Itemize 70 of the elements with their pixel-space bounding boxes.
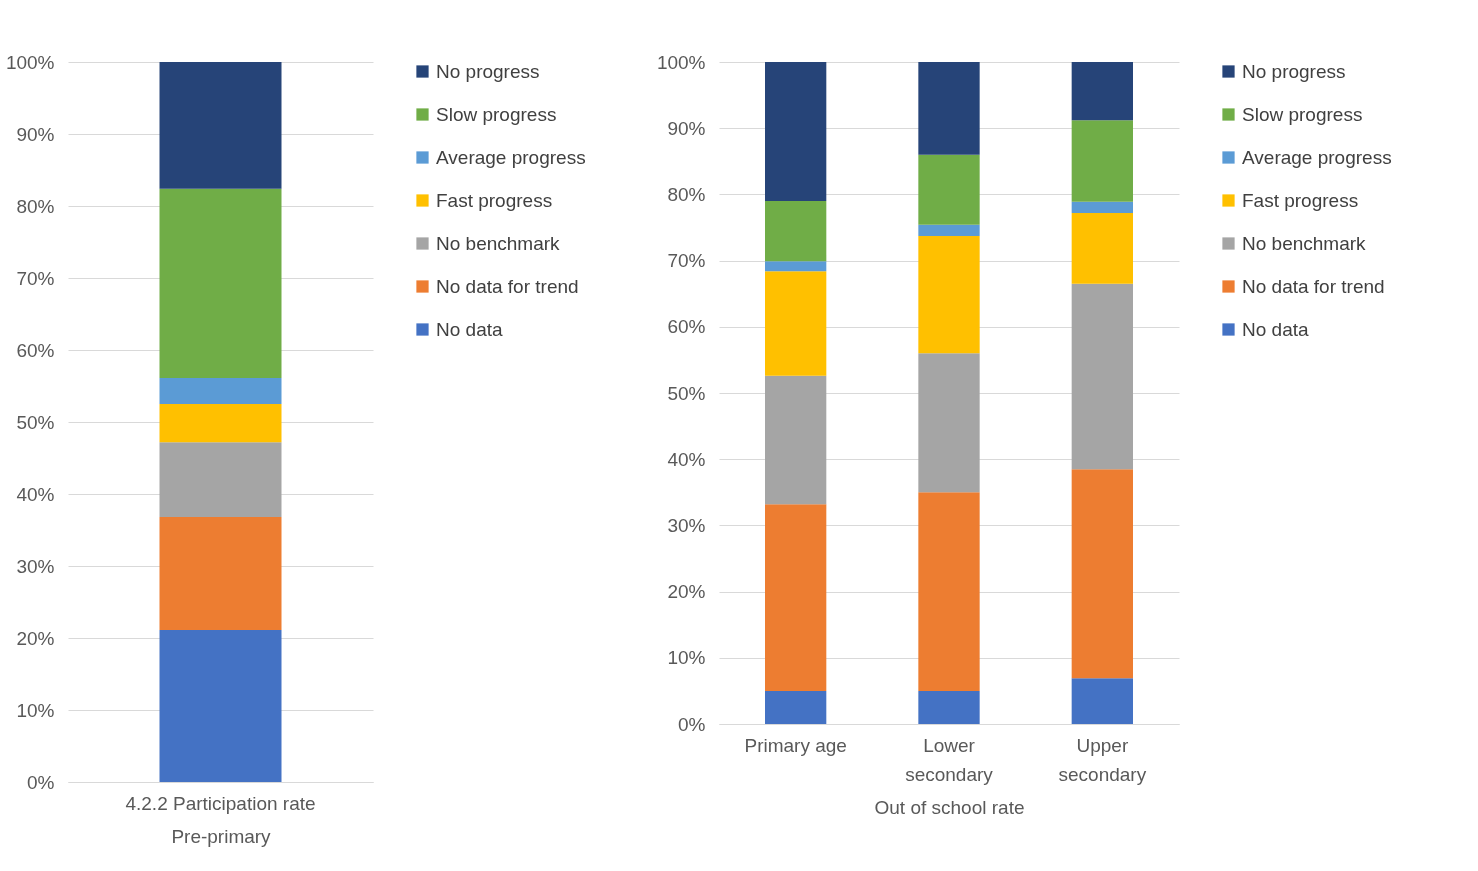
bar — [918, 224, 980, 237]
legend-label: Slow progress — [1242, 103, 1363, 125]
bar — [765, 504, 827, 691]
bar — [1071, 469, 1133, 679]
legend-label: Fast progress — [436, 189, 553, 211]
y-tick-label: 60% — [667, 316, 706, 338]
bar — [1071, 120, 1133, 202]
legend-label: No data — [436, 318, 503, 340]
legend-label: No benchmark — [1242, 232, 1367, 254]
bar — [1071, 283, 1133, 470]
legend-label: No progress — [1242, 60, 1346, 82]
bar — [159, 442, 282, 518]
x-tick-label: 4.2.2 Participation rate — [125, 792, 316, 814]
bar — [1071, 201, 1133, 213]
y-tick-label: 80% — [16, 195, 55, 217]
bar — [159, 188, 282, 379]
bar — [918, 154, 980, 225]
x-tick-label: Upper secondary — [1058, 734, 1147, 785]
bar — [765, 375, 827, 505]
x-axis-title: Out of school rate — [874, 796, 1025, 818]
bar — [159, 630, 282, 782]
bar — [765, 201, 827, 262]
bar — [918, 690, 980, 724]
y-tick-label: 10% — [667, 647, 706, 669]
y-tick-label: 50% — [667, 382, 706, 404]
legend-label: No data for trend — [436, 275, 579, 297]
bar — [1071, 62, 1133, 121]
y-tick-label: 0% — [27, 771, 55, 793]
y-tick-label: 90% — [16, 123, 55, 145]
y-tick-label: 70% — [667, 250, 706, 272]
bar — [159, 62, 282, 189]
y-tick-label: 50% — [16, 411, 55, 433]
bar — [1071, 212, 1133, 284]
bar — [765, 690, 827, 724]
x-tick-label: Lower secondary — [905, 734, 994, 785]
legend-label: Average progress — [436, 146, 586, 168]
x-tick-label: Primary age — [744, 734, 847, 756]
y-tick-label: 60% — [16, 339, 55, 361]
y-tick-label: 20% — [16, 627, 55, 649]
y-tick-label: 90% — [667, 117, 706, 139]
bar — [765, 261, 827, 272]
y-tick-label: 80% — [667, 183, 706, 205]
y-tick-label: 0% — [678, 713, 706, 735]
legend-label: Slow progress — [436, 103, 557, 125]
legend-label: No data — [1242, 318, 1309, 340]
y-tick-label: 10% — [16, 699, 55, 721]
y-tick-label: 70% — [16, 267, 55, 289]
bar — [765, 62, 827, 202]
x-axis-title: Pre-primary — [171, 825, 272, 847]
y-tick-label: 40% — [16, 483, 55, 505]
legend-label: Fast progress — [1242, 189, 1359, 211]
legend-label: Average progress — [1242, 146, 1392, 168]
y-tick-label: 100% — [5, 51, 55, 73]
y-tick-label: 20% — [667, 581, 706, 603]
bar — [918, 236, 980, 354]
bar — [765, 271, 827, 376]
legend-label: No benchmark — [436, 232, 561, 254]
y-tick-label: 30% — [16, 555, 55, 577]
legend-label: No data for trend — [1242, 275, 1385, 297]
y-tick-label: 40% — [667, 448, 706, 470]
bar — [159, 517, 282, 631]
bar — [918, 62, 980, 155]
bar — [918, 353, 980, 493]
bar — [159, 378, 282, 404]
legend-label: No progress — [436, 60, 540, 82]
bar — [1071, 678, 1133, 724]
bar — [918, 492, 980, 691]
y-tick-label: 30% — [667, 514, 706, 536]
y-tick-label: 100% — [656, 51, 706, 73]
bar — [159, 404, 282, 443]
